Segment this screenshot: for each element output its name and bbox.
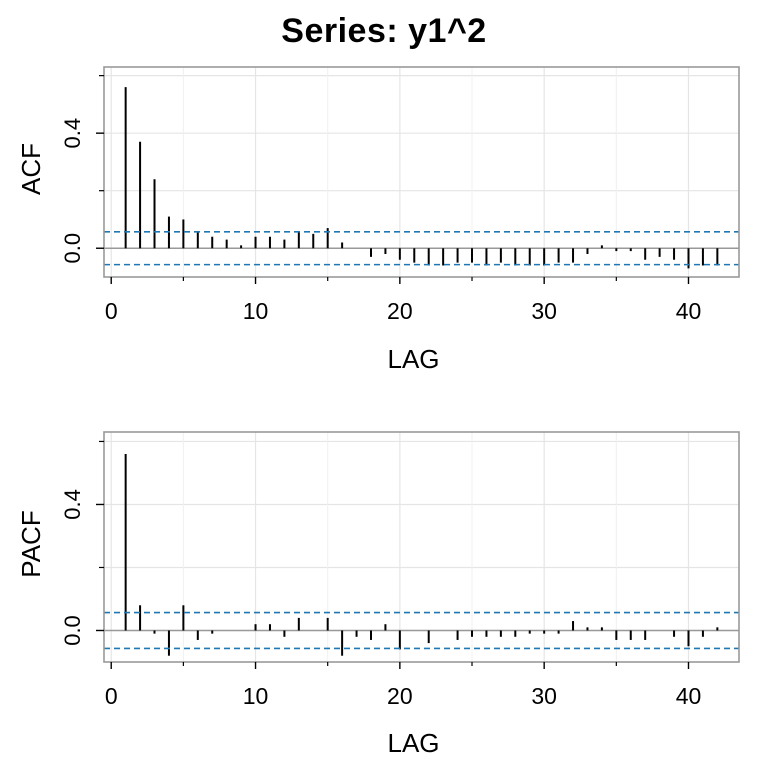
y-tick-label: 0.0 <box>60 233 85 264</box>
x-tick-label: 0 <box>105 683 118 709</box>
chart-title: Series: y1^2 <box>281 12 487 50</box>
x-tick-label: 0 <box>105 298 118 324</box>
x-tick-label: 10 <box>243 683 269 709</box>
y-axis-label: PACF <box>16 510 46 577</box>
x-tick-label: 30 <box>531 683 557 709</box>
x-tick-label: 10 <box>243 298 269 324</box>
y-tick-label: 0.4 <box>60 489 85 520</box>
plot-frame <box>103 431 740 663</box>
plot-frame <box>103 66 740 278</box>
x-axis-label: LAG <box>387 344 439 374</box>
acf-panel: 0.0 0.4 0 10 20 30 40 LAG ACF <box>16 66 740 374</box>
y-tick-label: 0.0 <box>60 615 85 646</box>
y-tick-label: 0.4 <box>60 118 85 149</box>
x-axis-label: LAG <box>387 728 439 758</box>
x-tick-label: 20 <box>387 683 413 709</box>
y-axis-label: ACF <box>16 143 46 195</box>
pacf-panel: 0.0 0.4 0 10 20 30 40 LAG PACF <box>16 431 740 758</box>
x-tick-label: 40 <box>676 298 702 324</box>
x-tick-label: 30 <box>531 298 557 324</box>
x-tick-label: 40 <box>676 683 702 709</box>
x-tick-label: 20 <box>387 298 413 324</box>
